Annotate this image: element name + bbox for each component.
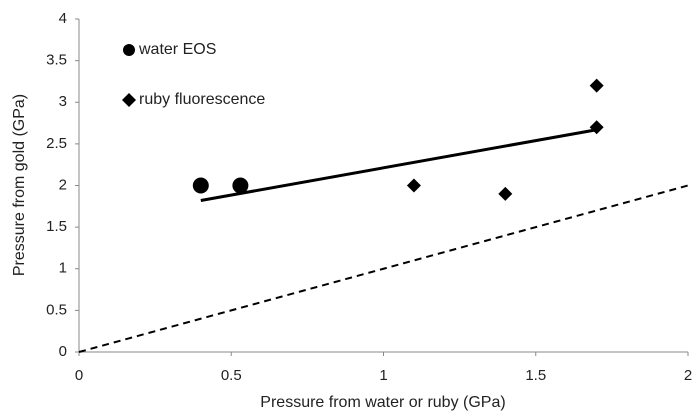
legend-marker — [123, 44, 135, 56]
legend-label: water EOS — [138, 41, 216, 58]
point — [232, 177, 249, 194]
y-tick-label: 1 — [59, 260, 67, 277]
y-tick-label: 0.5 — [46, 301, 67, 318]
trend-line — [200, 128, 597, 202]
x-tick-label: 2 — [684, 367, 692, 384]
y-tick-label: 4 — [59, 10, 67, 27]
reference-line — [78, 184, 689, 353]
x-tick-label: 1 — [379, 367, 387, 384]
x-tick-label: 0.5 — [221, 367, 242, 384]
y-tick-label: 3.5 — [46, 52, 67, 69]
y-axis-title: Pressure from gold (GPa) — [11, 94, 28, 276]
point — [406, 178, 421, 193]
point — [589, 120, 604, 135]
y-tick-label: 1.5 — [46, 218, 67, 235]
y-tick-label: 2.5 — [46, 135, 67, 152]
x-tick-label: 1.5 — [525, 367, 546, 384]
point — [192, 177, 209, 194]
legend-label: ruby fluorescence — [139, 91, 265, 108]
x-tick-label: 0 — [75, 367, 83, 384]
point — [498, 186, 513, 201]
x-axis-title: Pressure from water or ruby (GPa) — [260, 394, 505, 411]
legend-marker — [122, 93, 136, 107]
y-tick-label: 2 — [59, 176, 67, 193]
y-tick-label: 3 — [59, 93, 67, 110]
point — [589, 78, 604, 93]
y-tick-label: 0 — [59, 343, 67, 360]
